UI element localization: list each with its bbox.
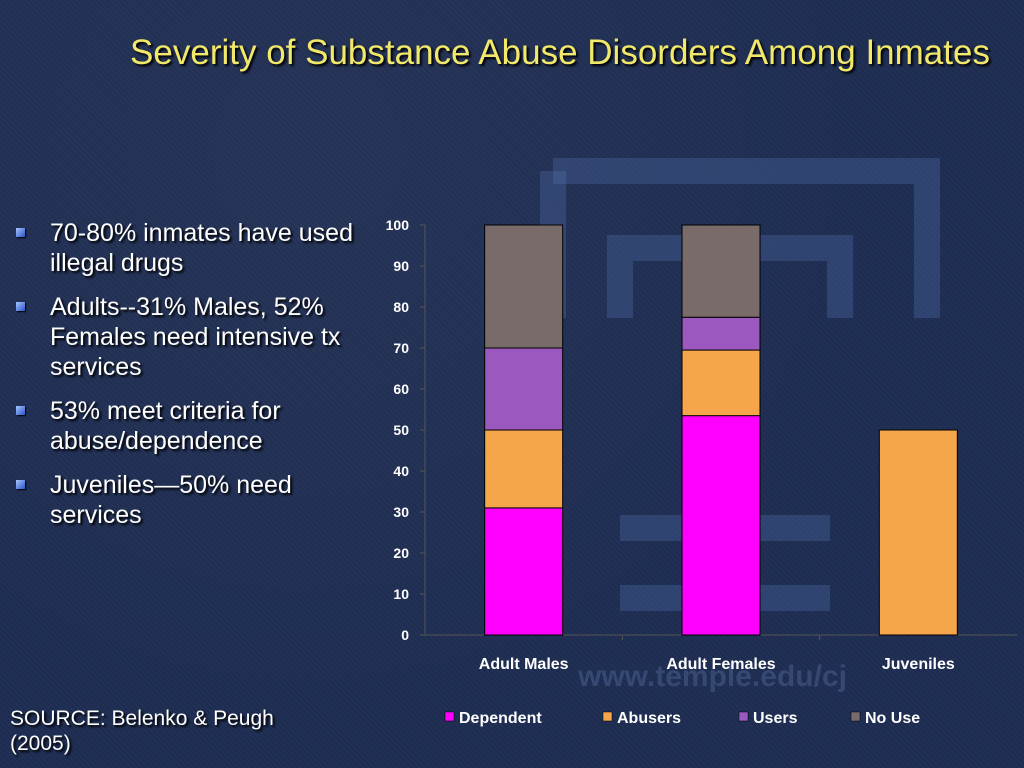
- legend-label: Users: [753, 710, 798, 727]
- y-tick-label: 40: [393, 463, 409, 479]
- bullet-item: Juveniles—50% need services: [14, 470, 374, 530]
- bullet-item: 53% meet criteria for abuse/dependence: [14, 396, 374, 456]
- bar-segment: [484, 224, 564, 349]
- bullet-item: Adults--31% Males, 52% Females need inte…: [14, 292, 374, 382]
- bar-segment: [681, 415, 761, 636]
- bullet-text: Juveniles—50% need services: [50, 471, 292, 529]
- legend-swatch: [738, 711, 749, 722]
- bullet-square-icon: [16, 406, 25, 415]
- bar-segment: [484, 347, 564, 431]
- y-tick-label: 70: [393, 340, 409, 356]
- y-tick-label: 90: [393, 258, 409, 274]
- bullet-item: 70-80% inmates have used illegal drugs: [14, 218, 374, 278]
- bullet-text: 53% meet criteria for abuse/dependence: [50, 397, 281, 455]
- y-tick-label: 50: [393, 422, 409, 438]
- y-tick-label: 10: [393, 586, 409, 602]
- y-tick-label: 100: [386, 217, 410, 233]
- bullet-square-icon: [16, 480, 25, 489]
- x-tick-label: Adult Males: [479, 656, 569, 673]
- y-tick-label: 0: [401, 627, 409, 643]
- bullet-text: 70-80% inmates have used illegal drugs: [50, 219, 353, 277]
- bullet-list: 70-80% inmates have used illegal drugs A…: [14, 218, 374, 544]
- y-tick-label: 60: [393, 381, 409, 397]
- bar-segment: [878, 429, 958, 636]
- bar-segment: [484, 507, 564, 636]
- source-citation: SOURCE: Belenko & Peugh (2005): [10, 706, 330, 756]
- y-tick-label: 20: [393, 545, 409, 561]
- bullet-text: Adults--31% Males, 52% Females need inte…: [50, 293, 341, 381]
- x-tick-label: Adult Females: [666, 656, 775, 673]
- x-tick-label: Juveniles: [882, 656, 955, 673]
- watermark-url: www.temple.edu/cj: [578, 660, 847, 693]
- bar-segment: [681, 224, 761, 318]
- bar-segment: [484, 429, 564, 509]
- source-text: SOURCE: Belenko & Peugh (2005): [10, 707, 274, 755]
- bar-segment: [681, 349, 761, 417]
- y-tick-label: 80: [393, 299, 409, 315]
- legend-swatch: [850, 711, 861, 722]
- legend-swatch: [602, 711, 613, 722]
- bullet-square-icon: [16, 302, 25, 311]
- legend-label: No Use: [865, 710, 920, 727]
- legend-label: Abusers: [617, 710, 681, 727]
- bullet-square-icon: [16, 228, 25, 237]
- legend-swatch: [444, 711, 455, 722]
- bar-segment: [681, 316, 761, 351]
- legend-label: Dependent: [459, 710, 542, 727]
- slide-title: Severity of Substance Abuse Disorders Am…: [130, 33, 990, 72]
- y-tick-label: 30: [393, 504, 409, 520]
